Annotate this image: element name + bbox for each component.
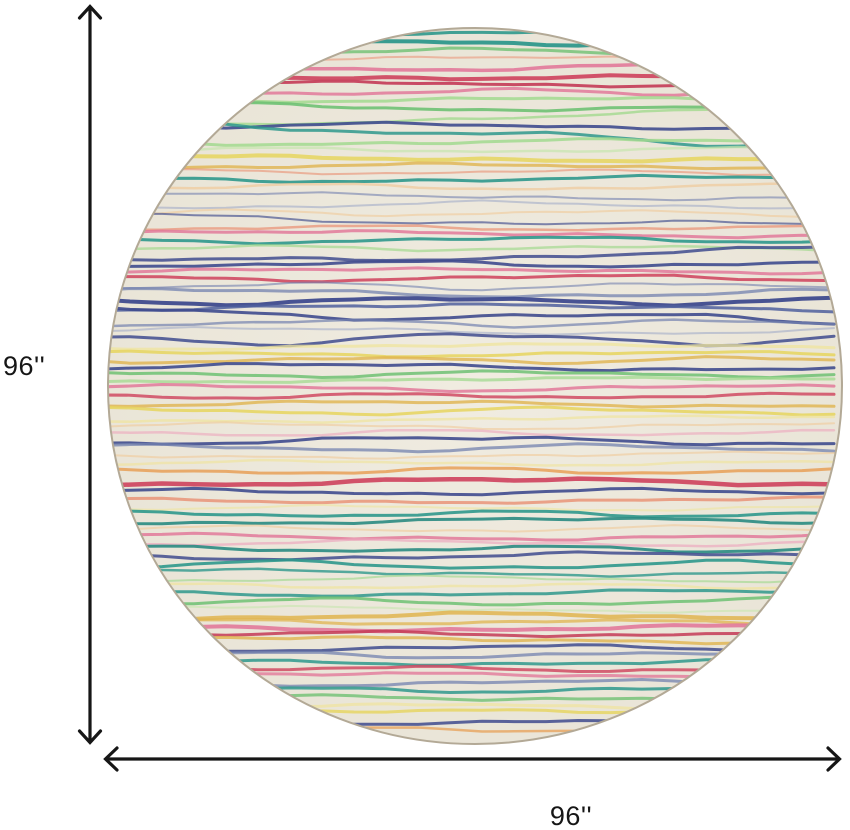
rug-stripe [108, 476, 837, 488]
rug-stripe [108, 191, 835, 202]
rug-stripe [108, 582, 836, 591]
rug-stripe [108, 595, 836, 607]
rug-stripe [108, 604, 835, 614]
rug-stripe [108, 442, 836, 454]
rug-stripe [108, 588, 836, 598]
rug-stripe [108, 326, 835, 336]
rug-stripe [108, 623, 836, 634]
rug-stripe [108, 538, 836, 548]
arrow-down-icon [77, 729, 103, 745]
rug-stripe [108, 273, 836, 284]
width-dimension-arrow [103, 746, 842, 772]
rug-stripe [108, 435, 836, 447]
rug-stripe [108, 199, 835, 210]
rug-stripe [108, 349, 836, 359]
rug-stripe [108, 245, 836, 262]
rug-stripe [108, 629, 836, 639]
rug-stripe [108, 495, 836, 505]
rug-stripe [108, 229, 836, 240]
rug-stripe [108, 610, 836, 622]
rug-stripe [108, 509, 836, 519]
rug-stripe [108, 342, 836, 352]
rug-stripe [108, 414, 836, 424]
rug-stripe [108, 212, 835, 227]
rug-stripe [108, 486, 836, 497]
rug-stripe [108, 223, 836, 232]
rug-stripe [108, 168, 835, 176]
rug-stripe [108, 208, 835, 218]
rug-stripe [108, 153, 836, 164]
rug-stripe [108, 391, 836, 400]
rug-stripe [108, 173, 836, 184]
rug-stripe [108, 318, 836, 329]
rug-stripe [108, 531, 836, 542]
rug-stripe [108, 567, 836, 578]
rug-body [107, 27, 843, 745]
rug-stripe [108, 503, 835, 512]
rug-stripe [108, 182, 836, 191]
rug-stripe [108, 405, 836, 417]
rug-stripe [108, 145, 836, 154]
rug-stripe [108, 305, 836, 326]
rug-stripe [108, 635, 836, 646]
rug-stripe [108, 362, 836, 373]
rug-stripe [108, 235, 836, 246]
rug-stripe [108, 383, 836, 393]
rug-stripe [108, 161, 836, 171]
rug-stripe [108, 355, 836, 366]
rug-stripe [108, 421, 835, 431]
rug-stripe [108, 295, 836, 308]
rug-stripe [108, 574, 835, 584]
rug-stripe [108, 516, 836, 526]
height-dimension-arrow [77, 4, 103, 745]
arrow-left-icon [103, 746, 119, 772]
rug-stripe [108, 466, 836, 475]
arrow-right-icon [826, 746, 842, 772]
rug-stripe [108, 287, 836, 299]
rug-stripe [108, 544, 836, 554]
rug-stripe [108, 281, 835, 292]
rug-stripe [108, 137, 836, 147]
rug-stripe [108, 375, 836, 384]
rug-stripe [108, 618, 836, 627]
rug-stripe [108, 259, 836, 269]
rug-stripe [108, 558, 836, 570]
arrow-up-icon [77, 4, 103, 20]
rug-stripe [108, 450, 835, 460]
height-label: 96'' [3, 351, 46, 381]
rug-edge-outline [107, 27, 843, 745]
rug-stripe [108, 550, 836, 562]
rug-stripe [108, 266, 836, 276]
rug-stripe [108, 399, 836, 409]
rug-stripe [108, 428, 836, 437]
rug-stripe [108, 369, 836, 380]
width-label: 96'' [549, 801, 593, 830]
rug-stripe [108, 458, 836, 467]
rug-stripe [108, 302, 836, 314]
rug-stripe [108, 524, 835, 533]
rug-stripe [108, 243, 836, 253]
